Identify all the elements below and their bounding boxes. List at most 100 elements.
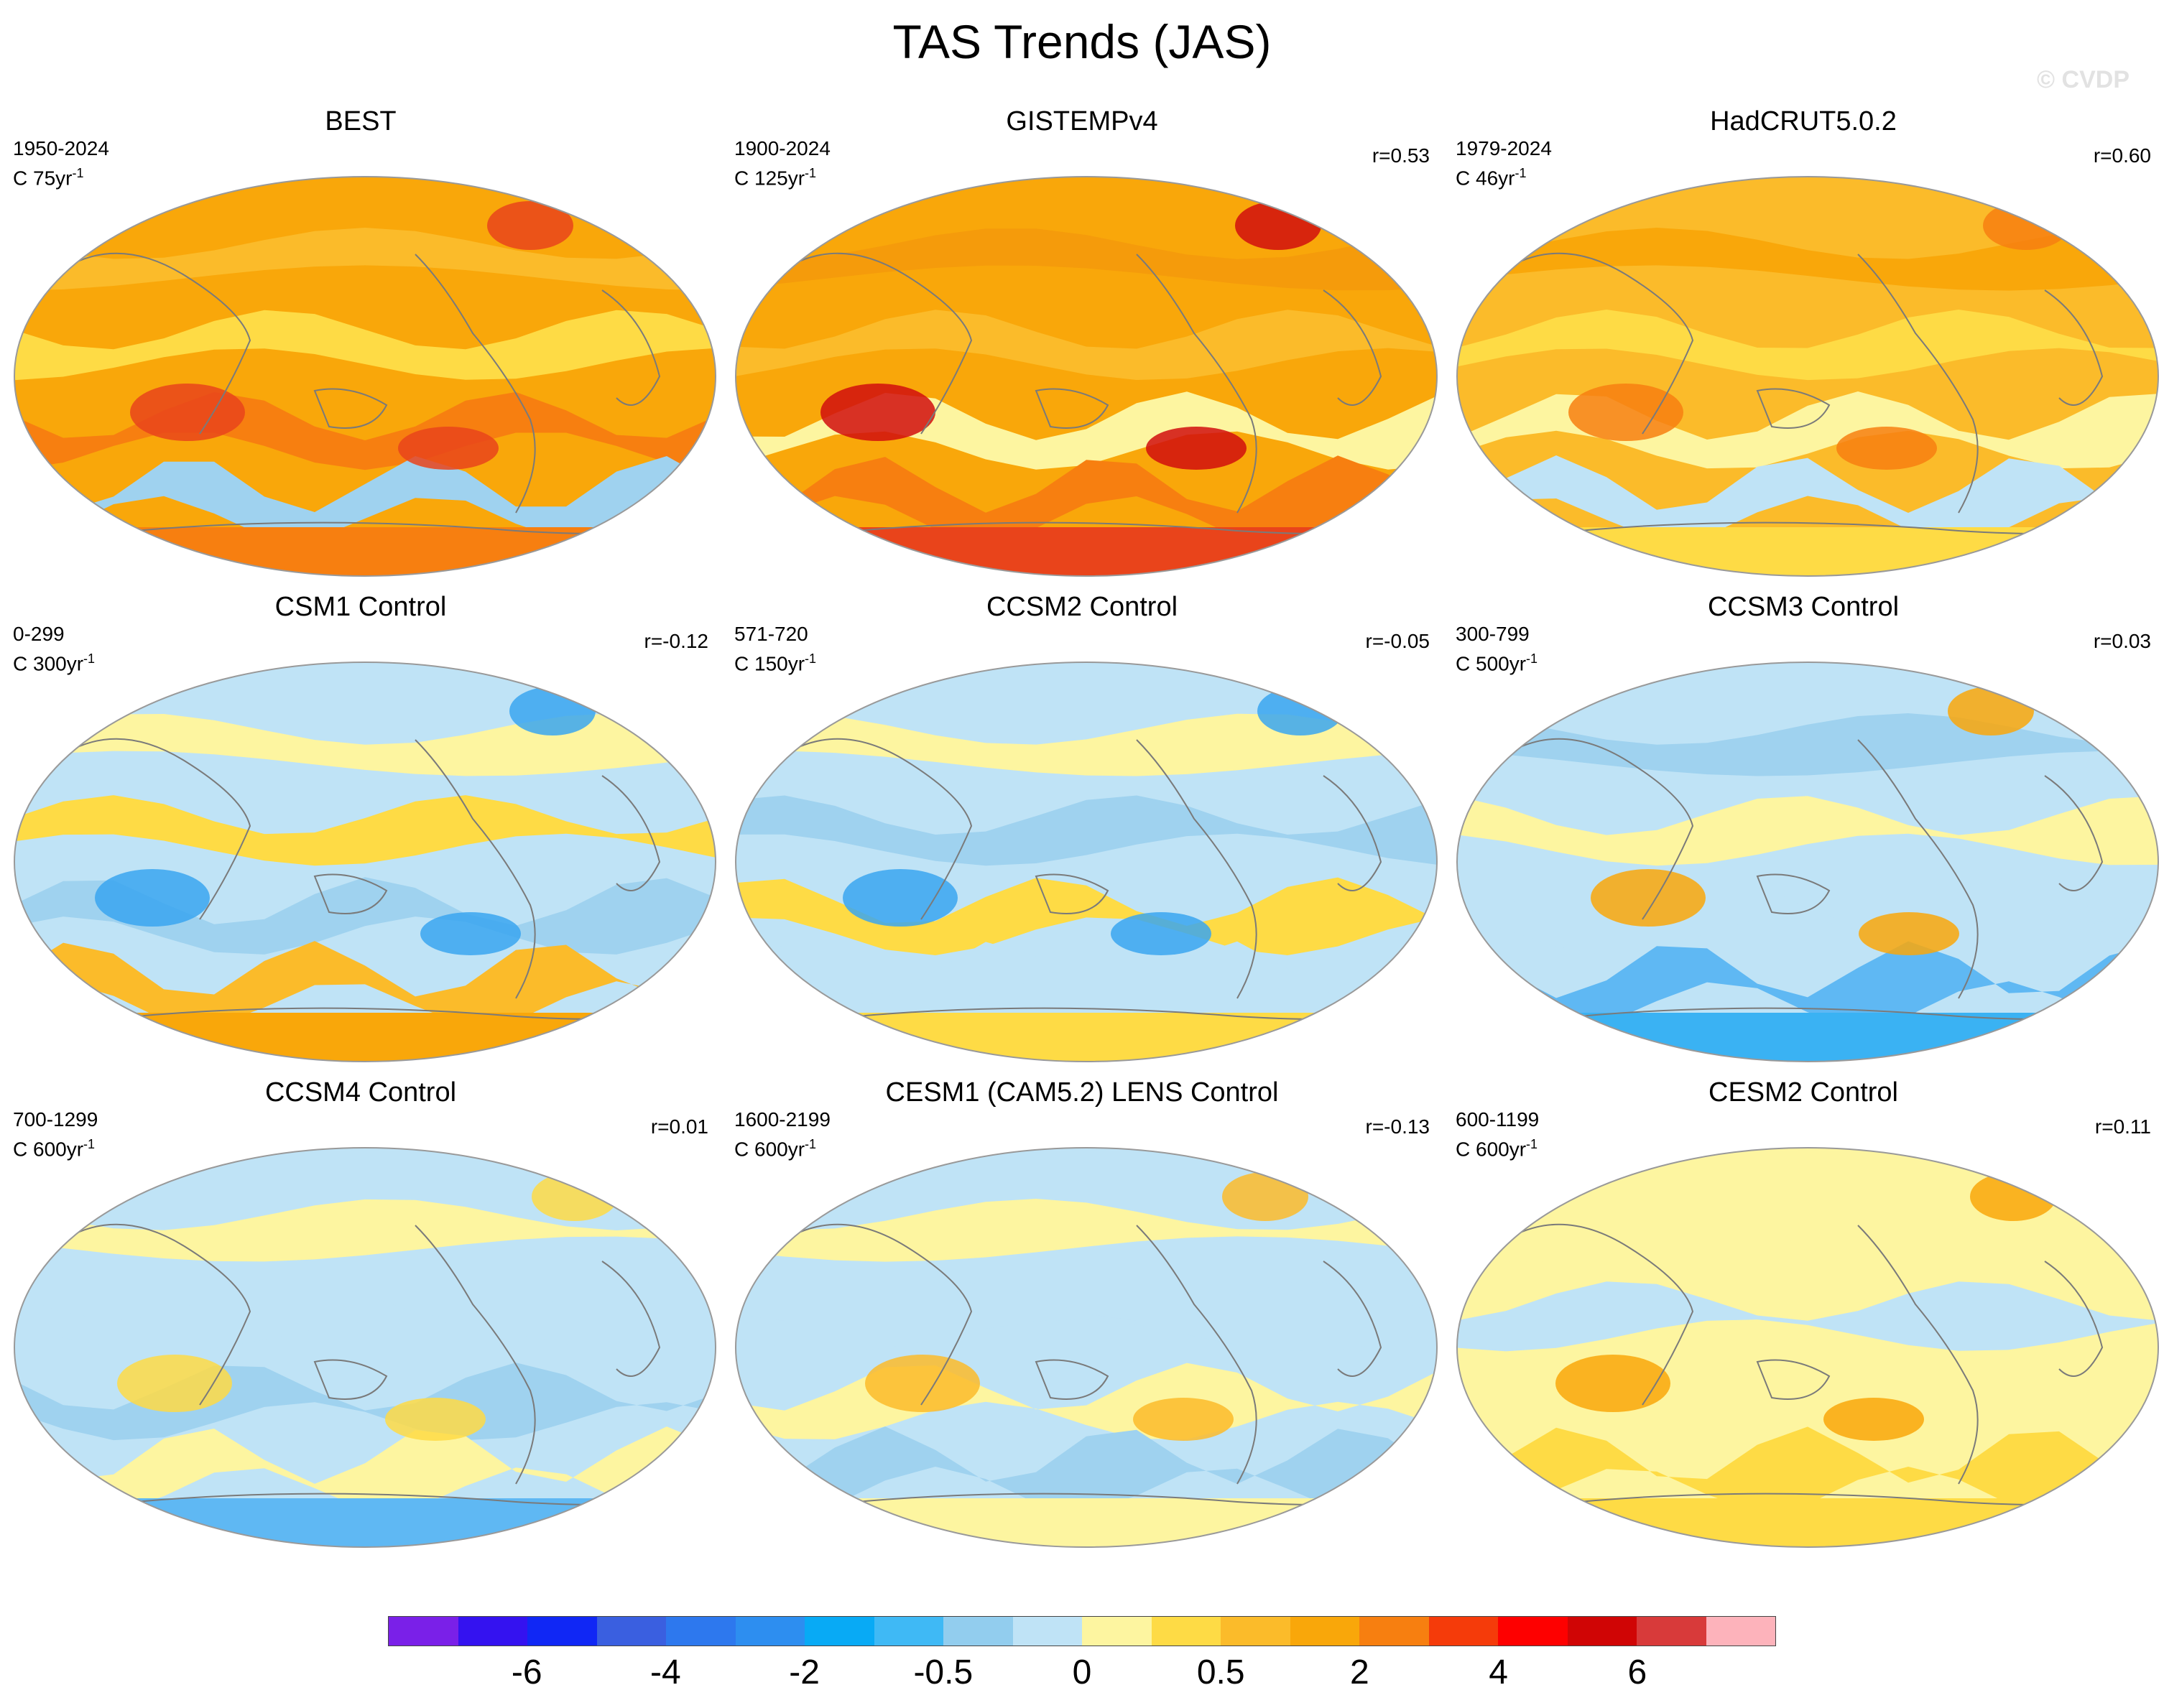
colorbar-tick-label: 0 [1072, 1653, 1092, 1691]
trend-anomaly-blob [487, 201, 573, 250]
trend-scale-text: C 46yr [1456, 167, 1515, 190]
map-outline [735, 1147, 1438, 1548]
colorbar-swatch [1706, 1617, 1775, 1646]
antarctic-band [736, 1013, 1437, 1062]
colorbar-tick-label: -0.5 [913, 1653, 974, 1691]
coastline [77, 1223, 251, 1406]
trend-anomaly-band [14, 228, 716, 291]
trend-anomaly-blob [130, 384, 245, 441]
colorbar [388, 1616, 1776, 1646]
trend-scale-text: C 75yr [13, 167, 73, 190]
trend-scale-exponent: -1 [805, 651, 817, 666]
coastline [313, 873, 388, 914]
correlation-label: r=-0.12 [644, 630, 709, 652]
coastline [2044, 775, 2104, 891]
coastline [1035, 388, 1109, 429]
figure-title: TAS Trends (JAS) [892, 15, 1272, 68]
trend-scale-exponent: -1 [805, 1137, 817, 1151]
trend-scale-label: C 600yr-1 [1456, 1132, 1538, 1161]
coastline [1520, 1223, 1694, 1406]
colorbar-tick-label: 4 [1489, 1653, 1508, 1691]
antarctic-band [1457, 1498, 2158, 1547]
trend-anomaly-band [1457, 1199, 2158, 1262]
panel-title: BEST [325, 106, 397, 136]
colorbar-swatch [1290, 1617, 1359, 1646]
map-outline [14, 176, 716, 577]
trend-anomaly-blob [843, 869, 958, 927]
map-panel: CSM1 Control 0-299 C 300yr-1 r=-0.12 [0, 590, 721, 1073]
trend-scale-text: C 300yr [13, 652, 84, 675]
coastline [1756, 873, 1831, 914]
trend-anomaly-band [14, 877, 716, 955]
trend-scale-text: C 600yr [13, 1138, 84, 1161]
trend-anomaly-band [14, 1282, 716, 1352]
map-svg [735, 1147, 1438, 1548]
trend-scale-exponent: -1 [83, 651, 96, 666]
trend-anomaly-blob [1257, 687, 1344, 735]
trend-anomaly-blob [420, 912, 521, 955]
period-label: 700-1299 [13, 1108, 98, 1131]
period-label: 600-1199 [1456, 1108, 1540, 1131]
colorbar-tick-label: 2 [1350, 1653, 1369, 1691]
map-panel: CESM2 Control 600-1199 C 600yr-1 r=0.11 [1443, 1076, 2164, 1559]
trend-scale-text: C 150yr [734, 652, 805, 675]
correlation-label: r=-0.05 [1365, 630, 1430, 652]
coastline [601, 289, 661, 406]
panel-title: CCSM3 Control [1707, 592, 1900, 622]
trend-anomaly-band [1457, 796, 2158, 866]
coastline [2044, 1261, 2104, 1377]
antarctic-band [14, 527, 716, 576]
coastline [1323, 289, 1382, 406]
antarctic-band [14, 1013, 716, 1062]
trend-scale-text: C 125yr [734, 167, 805, 190]
trend-scale-label: C 46yr-1 [1456, 161, 1526, 190]
colorbar-tick-label: 6 [1627, 1653, 1647, 1691]
trend-anomaly-blob [1591, 869, 1706, 927]
colorbar-swatch [1567, 1617, 1637, 1646]
trend-scale-label: C 300yr-1 [13, 646, 95, 676]
map-field [1456, 175, 2160, 577]
coastline [77, 738, 251, 920]
map-panel: CCSM3 Control 300-799 C 500yr-1 r=0.03 [1443, 590, 2164, 1073]
map-svg [14, 176, 716, 577]
map-field [734, 1146, 1438, 1549]
trend-scale-exponent: -1 [1526, 1137, 1538, 1151]
coastline [77, 252, 251, 435]
map-field [13, 661, 717, 1063]
trend-anomaly-blob [1836, 427, 1937, 470]
colorbar-swatch [527, 1617, 597, 1646]
panel-title: CESM2 Control [1708, 1077, 1898, 1108]
map-svg [1456, 662, 2159, 1062]
trend-anomaly-band [1457, 310, 2158, 381]
trend-anomaly-band [1457, 877, 2158, 956]
correlation-label: r=0.53 [1372, 144, 1430, 167]
coastline [1756, 388, 1831, 429]
trend-anomaly-band [736, 795, 1437, 866]
colorbar-swatch [458, 1617, 527, 1646]
panel-title: HadCRUT5.0.2 [1710, 106, 1897, 136]
coastline [1520, 252, 1694, 435]
trend-anomaly-band [736, 1282, 1437, 1352]
trend-anomaly-blob [1823, 1398, 1924, 1441]
map-outline [14, 662, 716, 1062]
coastline [601, 1261, 661, 1377]
coastline [1323, 775, 1382, 891]
trend-anomaly-band [736, 713, 1437, 776]
panel-title: CCSM4 Control [264, 1077, 457, 1108]
map-outline [1456, 662, 2159, 1062]
colorbar-swatch [596, 1617, 666, 1646]
map-svg [1456, 176, 2159, 577]
map-field [1456, 1146, 2160, 1549]
trend-scale-label: C 600yr-1 [13, 1132, 95, 1161]
map-panel: GISTEMPv4 1900-2024 C 125yr-1 r=0.53 [721, 105, 1443, 588]
map-svg [1456, 1147, 2159, 1548]
trend-scale-exponent: -1 [1515, 166, 1527, 180]
map-field [1456, 661, 2160, 1063]
trend-anomaly-blob [1133, 1398, 1234, 1441]
trend-anomaly-blob [117, 1355, 232, 1412]
map-outline [735, 662, 1438, 1062]
antarctic-band [736, 527, 1437, 576]
trend-anomaly-blob [865, 1355, 980, 1412]
trend-anomaly-band [14, 1426, 716, 1513]
map-field [13, 1146, 717, 1549]
